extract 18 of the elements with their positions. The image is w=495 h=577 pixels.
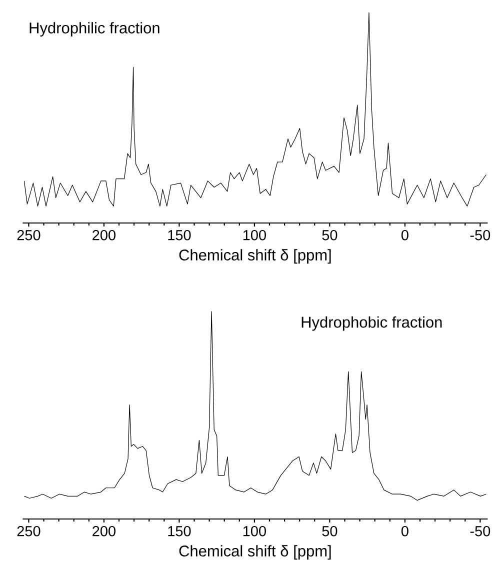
x-tick-label: -50 (470, 526, 490, 536)
x-axis-title: Chemical shift δ [ppm] (179, 249, 331, 264)
x-tick-label: 0 (401, 230, 408, 240)
x-tick-label: 100 (243, 230, 266, 240)
x-tick-label: -50 (470, 230, 490, 240)
x-tick-label: 200 (92, 230, 116, 240)
x-axis-title: Chemical shift δ [ppm] (179, 545, 331, 560)
x-tick-label: 200 (92, 526, 116, 536)
x-tick-label: 250 (17, 526, 40, 536)
x-tick-label: 250 (17, 230, 40, 240)
text: Hydrophilic fraction (30, 22, 160, 37)
x-tick-label: 150 (168, 230, 191, 240)
x-tick-label: 50 (322, 526, 338, 536)
x-tick-label: 50 (322, 230, 338, 240)
chart-title: Hydrophobic fraction (302, 316, 442, 331)
x-tick-label: 0 (401, 526, 408, 536)
x-tick-label: 150 (168, 526, 191, 536)
x-tick-label: 100 (243, 526, 266, 536)
